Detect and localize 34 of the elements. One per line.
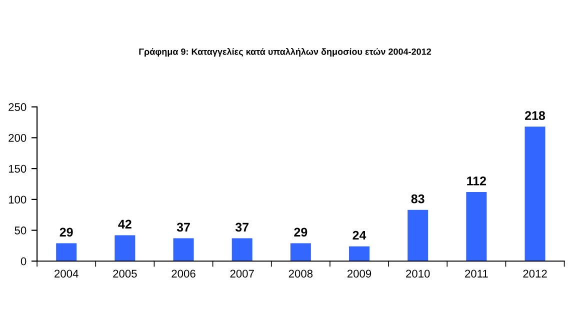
data-label: 29 — [294, 228, 308, 237]
x-tick-label: 2009 — [347, 270, 372, 278]
bar — [290, 243, 311, 262]
y-tick-label: 200 — [8, 134, 26, 142]
x-tick-label: 2008 — [288, 270, 313, 278]
data-label: 83 — [411, 194, 424, 204]
x-tick-label: 2011 — [465, 270, 488, 278]
data-label: 42 — [118, 220, 132, 228]
chart-title: Γράφημα 9: Καταγγελίες κατά υπαλλήλων δημοσίου ετών 2004-2012 — [139, 48, 432, 57]
data-label: 29 — [60, 228, 73, 237]
data-label: 37 — [235, 222, 248, 232]
bar — [349, 246, 370, 262]
y-tick-label: 0 — [20, 257, 26, 266]
x-tick-label: 2006 — [172, 270, 196, 278]
bar — [408, 210, 428, 262]
bar — [173, 238, 194, 262]
x-tick-label: 2007 — [230, 270, 254, 278]
y-tick-label: 250 — [8, 103, 26, 112]
bar — [466, 192, 487, 262]
x-tick-label: 2010 — [406, 270, 430, 278]
y-tick-label: 150 — [8, 164, 26, 173]
data-label: 112 — [467, 176, 486, 186]
data-label: 218 — [525, 111, 546, 120]
bar — [524, 126, 546, 262]
data-label: 37 — [176, 222, 190, 232]
x-tick-label: 2005 — [113, 270, 137, 278]
bar — [114, 235, 136, 262]
y-tick-label: 100 — [8, 196, 26, 204]
x-tick-label: 2004 — [54, 270, 78, 278]
bar — [56, 243, 77, 262]
data-label: 24 — [352, 230, 366, 240]
bar — [232, 238, 252, 262]
x-tick-label: 2012 — [523, 270, 547, 278]
y-tick-label: 50 — [14, 226, 26, 234]
